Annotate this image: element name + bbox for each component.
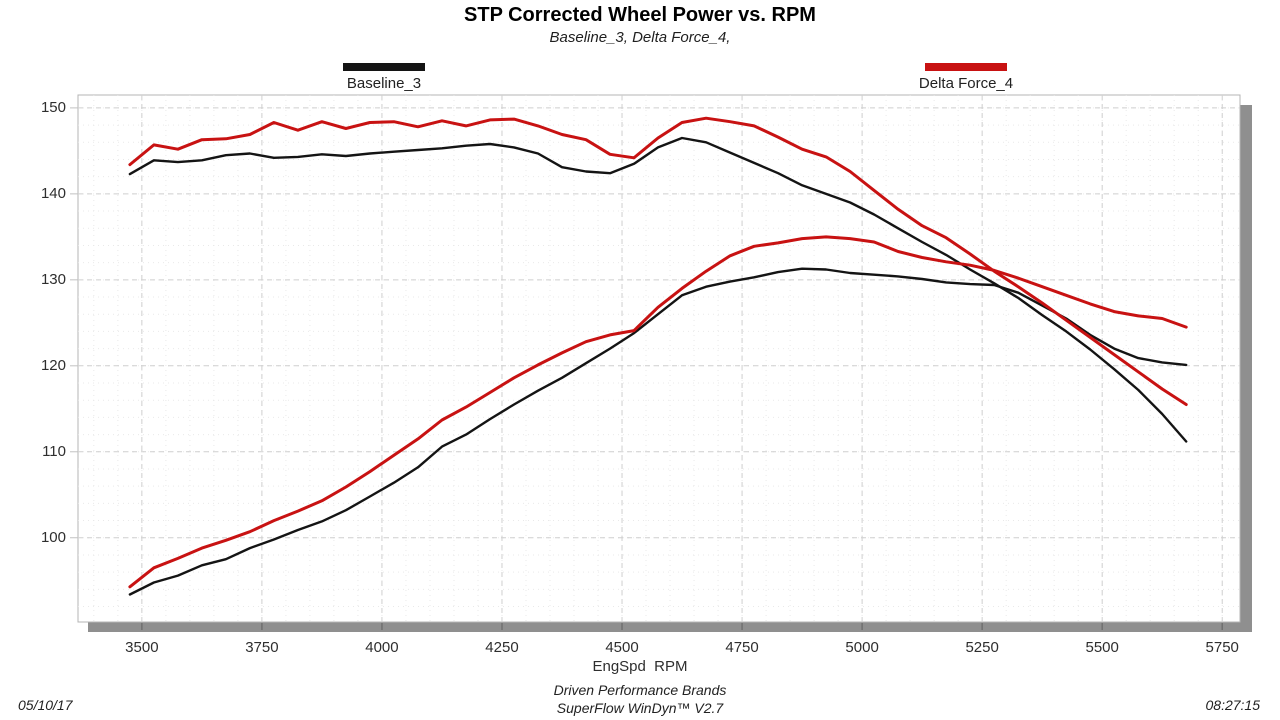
legend-label-deltaforce: Delta Force_4	[918, 75, 1014, 92]
x-tick-label: 4500	[605, 639, 639, 656]
x-tick-label: 3500	[125, 639, 159, 656]
x-tick-label: 3750	[245, 639, 279, 656]
y-tick-label: 130	[40, 270, 66, 288]
y-tick-label: 150	[40, 98, 66, 116]
legend-label-baseline: Baseline_3	[346, 75, 422, 92]
curve-delta-force-4-torque-upper-red-	[128, 116, 1188, 406]
footer-version: SuperFlow WinDyn™ V2.7	[556, 700, 724, 716]
footer-brand: Driven Performance Brands	[553, 682, 727, 698]
page-title: STP Corrected Wheel Power vs. RPM	[464, 4, 816, 26]
x-tick-label: 4750	[725, 639, 759, 656]
y-tick-label: 100	[40, 528, 66, 546]
x-tick-label: 5000	[845, 639, 879, 656]
y-tick-label: 120	[40, 356, 66, 374]
x-tick-label: 5500	[1085, 639, 1119, 656]
plot-frame	[77, 94, 1241, 623]
y-tick-label: 140	[40, 184, 66, 202]
page-subtitle: Baseline_3, Delta Force_4,	[549, 29, 731, 46]
footer-date: 05/10/17	[18, 697, 73, 713]
x-tick-label: 5250	[965, 639, 999, 656]
x-tick-label: 4000	[365, 639, 399, 656]
footer-time: 08:27:15	[1205, 697, 1261, 713]
legend-swatch-deltaforce	[925, 63, 1007, 71]
x-tick-label: 5750	[1205, 639, 1239, 656]
y-tick-label: 110	[42, 442, 66, 460]
x-axis-title: EngSpd RPM	[592, 658, 688, 675]
legend-swatch-baseline	[343, 63, 425, 71]
curve-baseline-3-power-lower-black-	[128, 267, 1188, 596]
x-tick-label: 4250	[485, 639, 519, 656]
curve-baseline-3-torque-upper-black-	[128, 136, 1188, 443]
curve-delta-force-4-power-lower-red-	[128, 235, 1188, 589]
